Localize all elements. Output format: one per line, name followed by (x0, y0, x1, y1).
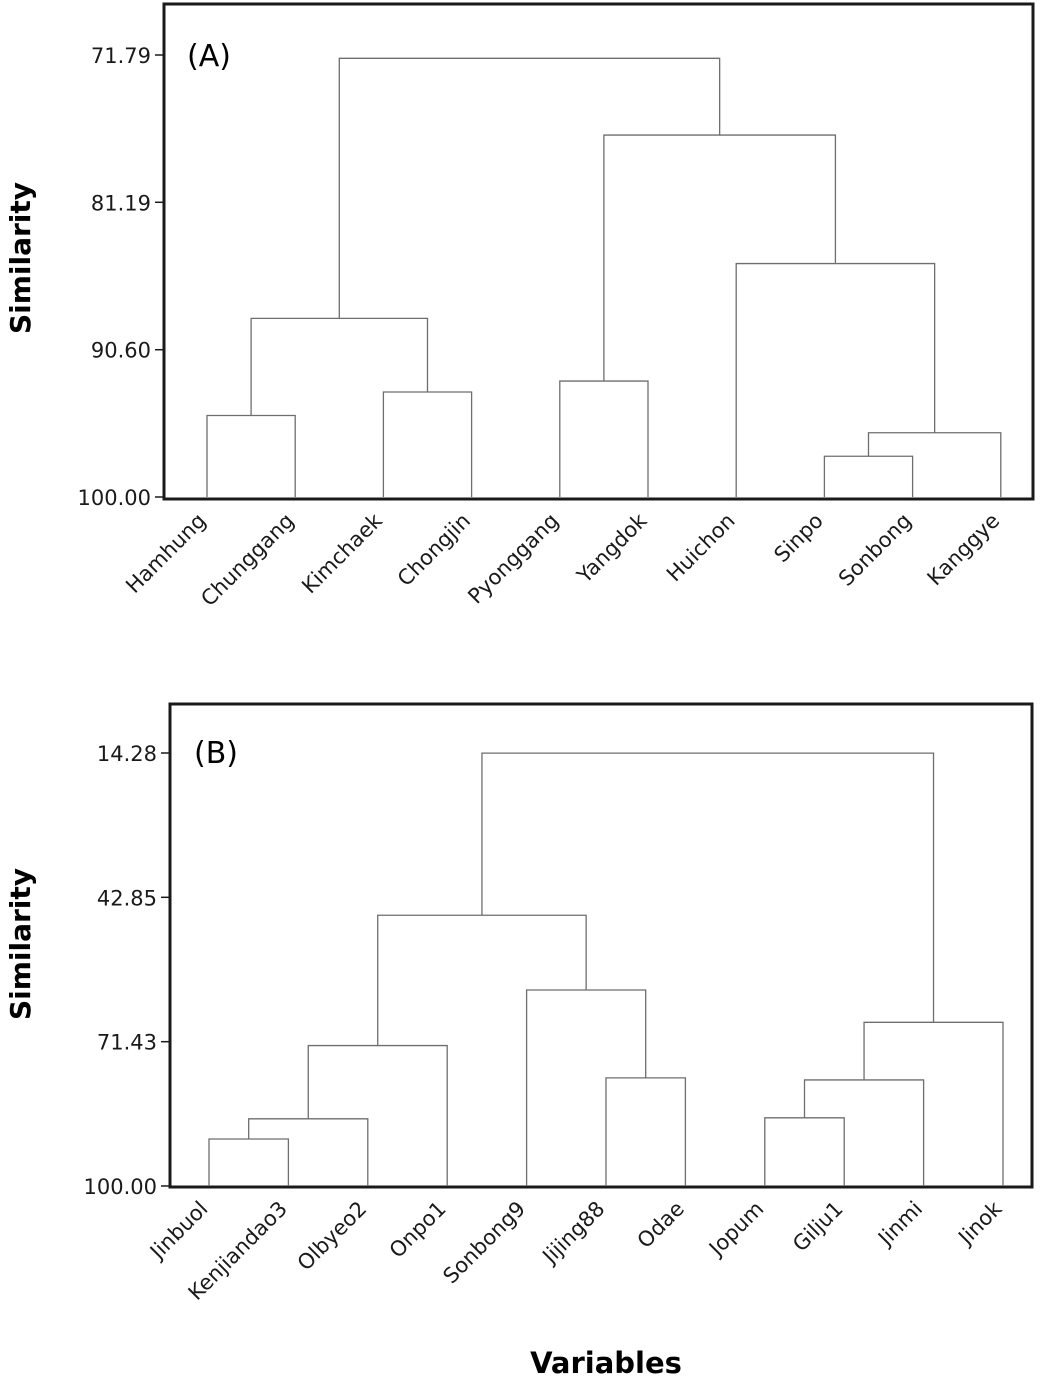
plot-frame-a (162, 2, 1035, 501)
y-tick-label: 71.79 (91, 44, 151, 68)
dendrogram-panel-a: (A) Similarity 71.79 81.19 90.60 100.00 Ham… (4, 2, 1035, 611)
dendrogram-links-b (208, 752, 1004, 1186)
leaf-label: Yangdok (572, 508, 652, 588)
dendrogram-link (307, 1044, 448, 1186)
dendrogram-link (605, 1077, 687, 1186)
dendrogram-link (208, 1138, 290, 1186)
leaf-label: Sonbong (834, 509, 916, 591)
y-axis-label-b: Similarity (4, 868, 37, 1020)
y-tick-label: 81.19 (91, 191, 151, 215)
dendrogram-link (250, 317, 429, 416)
dendrogram-link (338, 57, 721, 319)
dendrogram-link (481, 752, 935, 1023)
dendrogram-link (382, 391, 473, 497)
dendrogram-link (525, 989, 647, 1186)
dendrogram-link (867, 432, 1002, 497)
dendrogram-links-a (206, 57, 1002, 497)
dendrogram-link (863, 1021, 1004, 1186)
leaf-label: Hamhung (121, 509, 210, 598)
leaf-label: Gilju1 (788, 1197, 848, 1257)
leaf-label: Pyonggang (463, 509, 563, 609)
leaf-label: Chunggang (196, 509, 298, 611)
leaf-label: Odae (633, 1197, 689, 1253)
y-ticks-a: 71.79 81.19 90.60 100.00 (78, 44, 164, 510)
dendrogram-link (735, 262, 936, 497)
dendrogram-panel-b: (B) Similarity 14.28 42.85 71.43 100.00 Jin… (4, 702, 1034, 1379)
leaf-label: Jinmi (872, 1197, 927, 1252)
leaf-label: Huichon (662, 509, 740, 587)
dendrogram-link (559, 380, 649, 497)
leaf-label: Jinbuol (144, 1197, 212, 1265)
y-tick-label: 42.85 (97, 886, 157, 910)
leaf-label: Chongjin (393, 509, 475, 591)
y-tick-label: 100.00 (84, 1175, 157, 1199)
leaf-label: Onpo1 (385, 1197, 451, 1263)
y-tick-label: 100.00 (78, 486, 151, 510)
leaf-label: Jopum (703, 1197, 768, 1262)
y-axis-label-a: Similarity (4, 182, 37, 334)
y-tick-label: 71.43 (97, 1031, 157, 1055)
x-axis-label-b: Variables (530, 1346, 682, 1379)
leaf-label: Kanggye (923, 509, 1005, 591)
leaf-label: Jijing88 (537, 1197, 610, 1270)
leaf-label: Jinok (953, 1196, 1008, 1251)
plot-frame-b (168, 702, 1034, 1189)
leaf-label: Olbyeo2 (293, 1197, 372, 1276)
leaf-label: Sinpo (769, 509, 827, 567)
dendrogram-link (764, 1117, 845, 1186)
panel-label-a: (A) (187, 39, 231, 74)
leaf-label: Kimchaek (297, 508, 387, 598)
dendrogram-link (803, 1079, 925, 1186)
dendrogram-link (206, 414, 296, 497)
dendrogram-link (377, 914, 587, 1046)
dendrogram-link (823, 455, 914, 497)
y-ticks-b: 14.28 42.85 71.43 100.00 (84, 742, 170, 1199)
leaf-label: Sonbong9 (438, 1197, 530, 1289)
y-tick-label: 90.60 (91, 339, 151, 363)
dendrogram-link (603, 134, 837, 382)
dendrogram-link (248, 1118, 369, 1186)
panel-label-b: (B) (194, 736, 238, 771)
y-tick-label: 14.28 (97, 742, 157, 766)
